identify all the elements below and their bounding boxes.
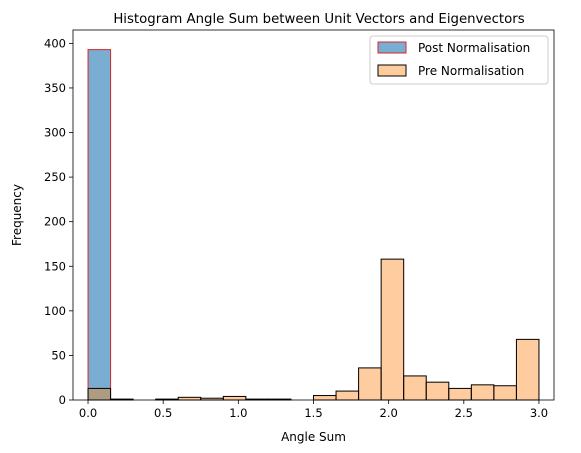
legend-swatch-pre-normalisation: [377, 64, 407, 77]
x-tick-label: 2.5: [455, 406, 473, 420]
chart-title: Histogram Angle Sum between Unit Vectors…: [113, 12, 524, 27]
bar-pre-normalisation-4: [177, 396, 202, 401]
bar-pre-normalisation-6: [222, 395, 247, 401]
bar-pre-normalisation-10: [313, 395, 337, 401]
x-tick-label: 2.0: [380, 406, 398, 420]
y-tick-label: 150: [44, 259, 66, 273]
y-tick-label: 0: [59, 393, 66, 407]
bar-pre-normalisation-19: [515, 338, 540, 401]
legend-swatch-post-normalisation: [377, 41, 407, 54]
y-tick-label: 250: [44, 170, 66, 184]
y-tick-label: 50: [51, 348, 66, 362]
y-axis-ticks: 0 50 100 150 200 250 300 350 400: [44, 36, 73, 407]
plot-frame: [72, 29, 555, 401]
x-tick-label: 0.0: [79, 406, 97, 420]
y-tick-label: 300: [44, 126, 66, 140]
y-tick-label: 100: [44, 304, 66, 318]
y-axis-label: Frequency: [10, 184, 24, 246]
bar-pre-normalisation-11: [335, 390, 360, 401]
y-tick-label: 350: [44, 81, 66, 95]
y-tick-label: 200: [44, 215, 66, 229]
x-axis-ticks: 0.0 0.5 1.0 1.5 2.0 2.5 3.0: [79, 400, 548, 420]
bars-layer: [87, 49, 540, 401]
bar-pre-normalisation-14: [403, 375, 427, 401]
bar-pre-normalisation-17: [470, 384, 495, 401]
legend-label-post-normalisation: Post Normalisation: [418, 41, 530, 55]
x-tick-label: 0.5: [154, 406, 172, 420]
bar-pre-normalisation-0: [87, 387, 112, 401]
bar-pre-normalisation-12: [358, 367, 382, 401]
bar-pre-normalisation-13: [380, 258, 405, 401]
bar-pre-normalisation-15: [425, 381, 450, 401]
y-tick-label: 400: [44, 36, 66, 50]
legend-box: [369, 35, 549, 85]
x-tick-label: 3.0: [530, 406, 548, 420]
legend-label-pre-normalisation: Pre Normalisation: [418, 64, 524, 78]
bar-post-normalisation-0: [87, 49, 112, 401]
x-axis-label: Angle Sum: [281, 430, 346, 444]
legend: Post Normalisation Pre Normalisation: [369, 35, 549, 85]
x-tick-label: 1.0: [229, 406, 247, 420]
x-tick-label: 1.5: [304, 406, 322, 420]
bar-pre-normalisation-18: [493, 385, 517, 401]
bar-pre-normalisation-16: [448, 387, 472, 401]
